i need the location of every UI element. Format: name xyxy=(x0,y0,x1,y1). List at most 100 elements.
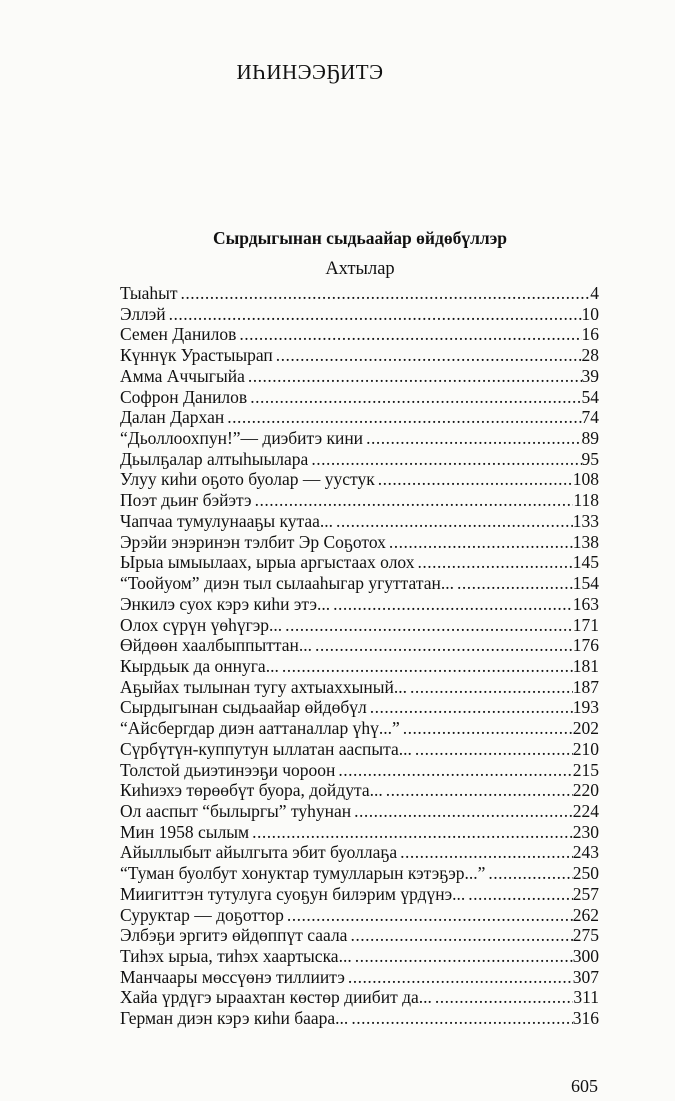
entry-page: 54 xyxy=(581,386,600,407)
toc-entry: Киһиэхэ төрөөбүт буора, дойдута... 220 xyxy=(120,780,599,801)
toc-entry: Далан Дархан 74 xyxy=(120,407,599,428)
toc-entry: Өйдөөн хаалбыппыттан... 176 xyxy=(120,635,599,656)
toc-entry: Герман диэн кэрэ киһи баара... 316 xyxy=(120,1008,599,1029)
toc-entry: Сырдыгынан сыдьаайар өйдөбүл 193 xyxy=(120,697,599,718)
section-title: Ахтылар xyxy=(325,259,395,279)
entry-title: Герман диэн кэрэ киһи баара... xyxy=(120,1008,349,1029)
entry-page: 171 xyxy=(572,614,599,635)
entry-title: Киһиэхэ төрөөбүт буора, дойдута... xyxy=(120,780,383,801)
entry-title: Дьылҕалар алтыһыылара xyxy=(120,448,309,469)
entry-title: Сырдыгынан сыдьаайар өйдөбүл xyxy=(120,697,367,718)
entry-page: 181 xyxy=(572,655,599,676)
entry-title: Кырдьык да оннуга... xyxy=(120,655,279,676)
entry-page: 145 xyxy=(572,552,599,573)
dot-leader xyxy=(457,573,573,594)
entry-title: Ырыа ымыылаах, ырыа аргыстаах олох xyxy=(120,552,415,573)
dot-leader xyxy=(348,967,573,988)
entry-page: 108 xyxy=(572,469,599,490)
toc-entry: Аҕыйах тылынан тугу ахтыаххыный... 187 xyxy=(120,677,599,698)
toc-entry: Амма Аччыгыйа 39 xyxy=(120,366,599,387)
dot-leader xyxy=(350,925,572,946)
dot-leader xyxy=(287,905,573,926)
entry-page: 89 xyxy=(581,428,600,449)
entry-title: Улуу киһи оҕото буолар — уустук xyxy=(120,469,375,490)
entry-title: Айыллыбыт айылгыта эбит буоллаҕа xyxy=(120,842,398,863)
dot-leader xyxy=(239,324,581,345)
toc-entry: Эрэйи энэринэн тэлбит Эр Соҕотох 138 xyxy=(120,532,599,553)
entry-title: Мин 1958 сылым xyxy=(120,821,250,842)
toc-entry: “Дьоллоохпун!”— диэбитэ кини 89 xyxy=(120,428,599,449)
entry-page: 316 xyxy=(572,1008,599,1029)
entry-title: Миигиттэн тутулуга суоҕун билэрим үрдүнэ… xyxy=(120,883,466,904)
dot-leader xyxy=(354,801,573,822)
entry-title: “Айсбергдар диэн ааттаналлар үһү...” xyxy=(120,718,400,739)
dot-leader xyxy=(276,345,582,366)
toc-entry: Хайа үрдүгэ ыраахтан көстөр диибит да...… xyxy=(120,987,599,1008)
toc-entry: Поэт дьиҥ бэйэтэ 118 xyxy=(120,490,599,511)
toc-entry: Толстой дьиэтинээҕи чороон 215 xyxy=(120,760,599,781)
toc-entry: Тыаһыт 4 xyxy=(120,283,599,304)
part-title: Сырдыгынан сыдьаайар өйдөбүллэр xyxy=(212,228,508,248)
entry-title: “Тоойуом” диэн тыл сылааһыгар угуттатан.… xyxy=(120,573,454,594)
entry-page: 4 xyxy=(590,283,599,303)
dot-leader xyxy=(227,407,581,428)
dot-leader xyxy=(333,594,573,615)
dot-leader xyxy=(386,780,573,801)
toc-entry: “Туман буолбут хонуктар тумулларын кэтэҕ… xyxy=(120,863,599,884)
dot-leader xyxy=(435,987,574,1008)
entry-page: 257 xyxy=(572,883,599,904)
entry-page: 16 xyxy=(581,324,600,345)
entry-page: 154 xyxy=(572,573,599,594)
entry-title: Семен Данилов xyxy=(120,324,237,345)
entry-title: Чапчаа тумулунааҕы кутаа... xyxy=(120,510,334,531)
dot-leader xyxy=(248,366,582,387)
toc-entry: Ырыа ымыылаах, ырыа аргыстаах олох 145 xyxy=(120,552,599,573)
dot-leader xyxy=(389,532,573,553)
toc-entry: Софрон Данилов 54 xyxy=(120,387,599,408)
entry-page: 311 xyxy=(573,987,599,1008)
toc-entry: Суруктар — доҕоттор 262 xyxy=(120,905,599,926)
entry-title: Поэт дьиҥ бэйэтэ xyxy=(120,490,252,511)
entry-page: 95 xyxy=(581,448,600,469)
entry-page: 74 xyxy=(581,407,600,428)
toc-entry: Манчаары мөссүөнэ тиллиитэ 307 xyxy=(120,967,599,988)
entry-page: 10 xyxy=(581,303,600,324)
toc-entry: Мин 1958 сылым 230 xyxy=(120,822,599,843)
entry-title: Күннүк Урастыырап xyxy=(120,345,273,366)
dot-leader xyxy=(410,677,573,698)
toc-entry: Дьылҕалар алтыһыылара 95 xyxy=(120,449,599,470)
entry-page: 215 xyxy=(572,759,599,780)
toc-entry: Айыллыбыт айылгыта эбит буоллаҕа 243 xyxy=(120,842,599,863)
page-title: ИҺИНЭЭҔИТЭ xyxy=(236,60,384,84)
entry-title: Тыаһыт xyxy=(120,283,178,303)
entry-title: Амма Аччыгыйа xyxy=(120,365,245,386)
entry-title: Хайа үрдүгэ ыраахтан көстөр диибит да... xyxy=(120,987,432,1008)
entry-page: 187 xyxy=(572,676,599,697)
dot-leader xyxy=(315,635,573,656)
dot-leader xyxy=(255,490,574,511)
dot-leader xyxy=(355,946,573,967)
entry-page: 262 xyxy=(572,904,599,925)
dot-leader xyxy=(252,822,573,843)
entry-page: 202 xyxy=(572,718,599,739)
entry-page: 193 xyxy=(572,697,599,718)
entry-title: Аҕыйах тылынан тугу ахтыаххыный... xyxy=(120,676,408,697)
entry-title: Эрэйи энэринэн тэлбит Эр Соҕотох xyxy=(120,531,386,552)
entry-page: 210 xyxy=(572,738,599,759)
entry-page: 163 xyxy=(572,593,599,614)
entry-page: 250 xyxy=(572,863,599,884)
dot-leader xyxy=(488,863,572,884)
toc-entry: Тиһэх ырыа, тиһэх хаартыска... 300 xyxy=(120,946,599,967)
entry-page: 176 xyxy=(572,635,599,656)
table-of-contents: Тыаһыт4Эллэй10Семен Данилов16Күннүк Урас… xyxy=(120,283,599,1029)
toc-entry: Сүрбүтүн-куппутун ыллатан ааспыта... 210 xyxy=(120,739,599,760)
dot-leader xyxy=(366,428,581,449)
entry-page: 243 xyxy=(572,842,599,863)
entry-page: 133 xyxy=(572,510,599,531)
dot-leader xyxy=(338,760,572,781)
entry-title: Сүрбүтүн-куппутун ыллатан ааспыта... xyxy=(120,738,412,759)
entry-title: Энкилэ суох кэрэ киһи этэ... xyxy=(120,593,331,614)
entry-page: 118 xyxy=(573,490,599,511)
entry-page: 230 xyxy=(572,821,599,842)
dot-leader xyxy=(250,387,581,408)
